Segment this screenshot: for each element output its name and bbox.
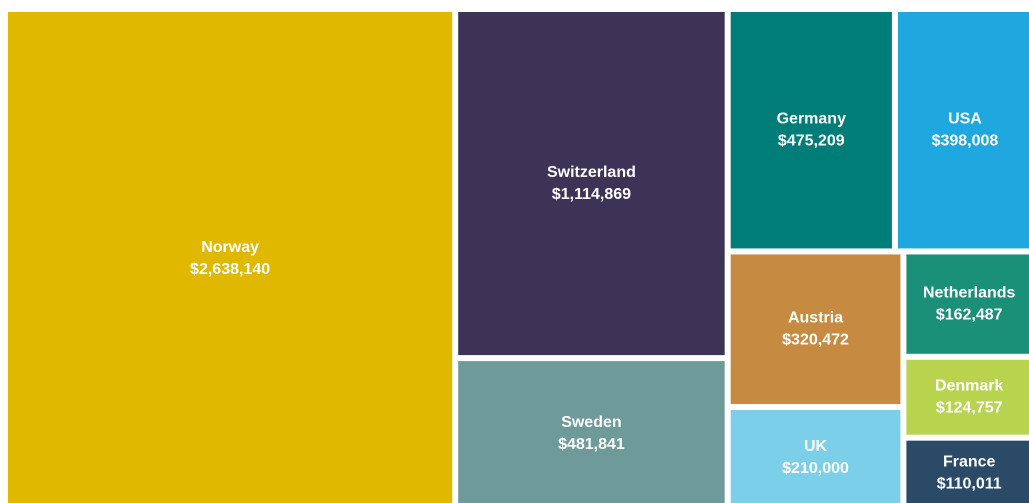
tile-label: Sweden bbox=[561, 414, 621, 431]
tile bbox=[730, 410, 901, 503]
tile-value: $481,841 bbox=[558, 436, 625, 453]
tile bbox=[897, 12, 1029, 249]
tile-label: Germany bbox=[777, 110, 846, 127]
tile-label: Norway bbox=[201, 239, 259, 256]
tile bbox=[906, 440, 1029, 503]
tile bbox=[730, 12, 892, 249]
tile bbox=[906, 359, 1029, 435]
tile-value: $475,209 bbox=[778, 132, 845, 149]
tile-value: $398,008 bbox=[932, 132, 999, 149]
tile bbox=[458, 12, 725, 356]
tile bbox=[730, 254, 901, 405]
tile-value: $110,011 bbox=[937, 476, 1002, 493]
tile-value: $320,472 bbox=[782, 331, 849, 348]
tile-value: $124,757 bbox=[936, 399, 1003, 416]
tile bbox=[8, 12, 453, 503]
tile-label: Netherlands bbox=[923, 284, 1016, 301]
tile-value: $210,000 bbox=[782, 460, 849, 477]
tile-value: $1,114,869 bbox=[552, 186, 631, 203]
tile-value: $2,638,140 bbox=[190, 261, 270, 278]
tile-label: France bbox=[943, 454, 996, 471]
tile-label: UK bbox=[804, 438, 828, 455]
tile-value: $162,487 bbox=[936, 306, 1003, 323]
tile bbox=[458, 361, 725, 503]
tile-label: Austria bbox=[788, 309, 843, 326]
tile-label: USA bbox=[948, 110, 982, 127]
tile-label: Denmark bbox=[935, 377, 1004, 394]
tile bbox=[906, 254, 1029, 354]
tile-label: Switzerland bbox=[547, 164, 636, 181]
